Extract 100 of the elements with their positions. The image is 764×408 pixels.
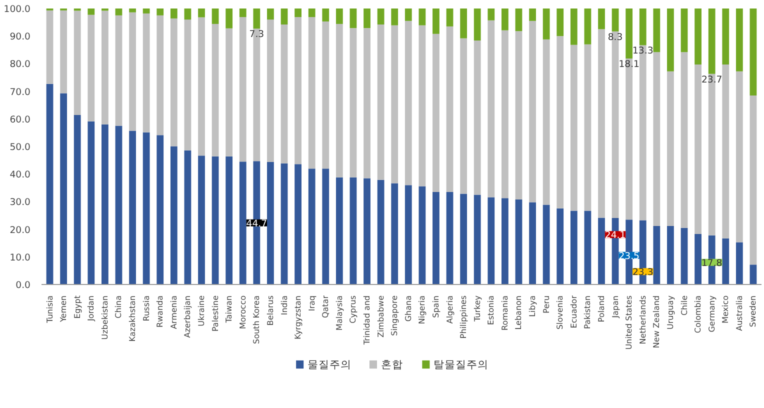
x-tick-label: Poland xyxy=(597,295,606,322)
data-label: 23.5 xyxy=(618,250,640,262)
y-tick-label: 50.0 xyxy=(10,142,31,153)
x-tick-label: China xyxy=(114,295,124,318)
bar xyxy=(736,8,743,72)
bar xyxy=(502,8,508,30)
bar xyxy=(129,130,136,284)
bar xyxy=(377,8,384,25)
y-tick-label: 30.0 xyxy=(10,197,31,208)
x-tick-label: Libya xyxy=(528,295,538,317)
bar xyxy=(722,238,730,284)
bar xyxy=(653,226,660,284)
bar xyxy=(502,30,508,198)
bar xyxy=(515,31,522,200)
bar xyxy=(294,8,302,18)
bar xyxy=(156,135,164,284)
bar xyxy=(212,156,219,284)
x-tick-label: Malaysia xyxy=(334,295,344,330)
x-tick-label: Nigeria xyxy=(418,295,427,324)
bar xyxy=(667,8,674,72)
bar xyxy=(404,20,412,186)
bar xyxy=(556,8,564,36)
bar xyxy=(460,8,468,38)
bar xyxy=(336,24,343,178)
bar xyxy=(212,8,219,24)
bar xyxy=(364,8,370,28)
bar xyxy=(502,198,508,284)
data-label: 13.3 xyxy=(632,46,654,57)
bar xyxy=(170,8,178,18)
x-tick-label: Netherlands xyxy=(638,296,648,344)
bar xyxy=(542,39,550,205)
x-tick-label: Taiwan xyxy=(224,296,234,324)
bar xyxy=(74,115,81,284)
bar xyxy=(115,15,122,126)
x-tick-label: Australia xyxy=(734,295,744,331)
y-tick-label: 20.0 xyxy=(10,224,31,236)
data-label: 44.7 xyxy=(246,218,268,230)
x-tick-label: Uruguay xyxy=(666,295,675,330)
bar xyxy=(556,36,564,208)
bar xyxy=(680,8,688,52)
bar xyxy=(156,8,164,16)
bar xyxy=(142,132,150,284)
x-tick-label: Pakistan xyxy=(583,296,592,329)
bar xyxy=(280,8,288,25)
bar xyxy=(626,8,633,58)
x-tick-label: Spain xyxy=(431,295,440,318)
x-tick-label: Germany xyxy=(707,295,716,332)
bar xyxy=(377,180,384,284)
bar xyxy=(598,8,605,30)
x-tick-label: Palestine xyxy=(210,295,220,332)
bar xyxy=(350,8,357,28)
legend-label: 혼합 xyxy=(380,358,403,371)
bar xyxy=(694,8,702,65)
bar xyxy=(694,64,702,234)
x-tick-label: Philippines xyxy=(459,295,468,339)
bar xyxy=(336,177,343,284)
bar xyxy=(294,17,302,164)
x-tick-label: Yemen xyxy=(59,296,68,324)
x-tick-label: Tunisia xyxy=(45,295,54,324)
bar xyxy=(308,168,316,284)
bar xyxy=(336,8,343,24)
bar xyxy=(253,8,260,29)
x-tick-label: Belarus xyxy=(266,296,275,326)
bar xyxy=(488,197,495,284)
bar xyxy=(322,168,330,284)
bar xyxy=(294,164,302,284)
bar xyxy=(529,20,536,202)
data-label: 23.7 xyxy=(701,74,722,86)
x-tick-label: Sweden xyxy=(748,295,758,328)
x-tick-label: Armenia xyxy=(169,295,178,330)
bar xyxy=(653,52,660,226)
bar xyxy=(115,126,122,284)
bar xyxy=(239,17,246,162)
bar xyxy=(404,8,412,21)
x-tick-label: South Korea xyxy=(252,295,262,344)
y-tick-label: 40.0 xyxy=(10,170,31,181)
x-tick-label: Peru xyxy=(542,295,551,314)
legend-label: 탈물질주의 xyxy=(433,358,488,371)
bar xyxy=(418,8,426,26)
x-tick-label: Morocco xyxy=(238,295,248,329)
y-tick-label: 60.0 xyxy=(10,114,31,126)
bar xyxy=(198,17,205,156)
bar xyxy=(88,14,95,122)
x-tick-label: Ghana xyxy=(404,295,413,322)
x-tick-label: Jordan xyxy=(86,296,96,322)
bar xyxy=(570,44,578,211)
bar xyxy=(653,8,660,52)
bar xyxy=(515,199,522,284)
bar xyxy=(750,8,757,96)
x-tick-label: Uzbekistan xyxy=(100,296,110,340)
bar xyxy=(226,28,233,156)
bar xyxy=(46,84,54,284)
x-tick-label: Ecuador xyxy=(569,294,578,328)
legend-label: 물질주의 xyxy=(307,358,352,371)
bar xyxy=(474,40,481,195)
bar xyxy=(115,8,122,16)
x-tick-label: Mexico xyxy=(721,295,730,324)
bar xyxy=(736,71,743,242)
bar xyxy=(308,17,316,169)
bar xyxy=(198,156,205,284)
